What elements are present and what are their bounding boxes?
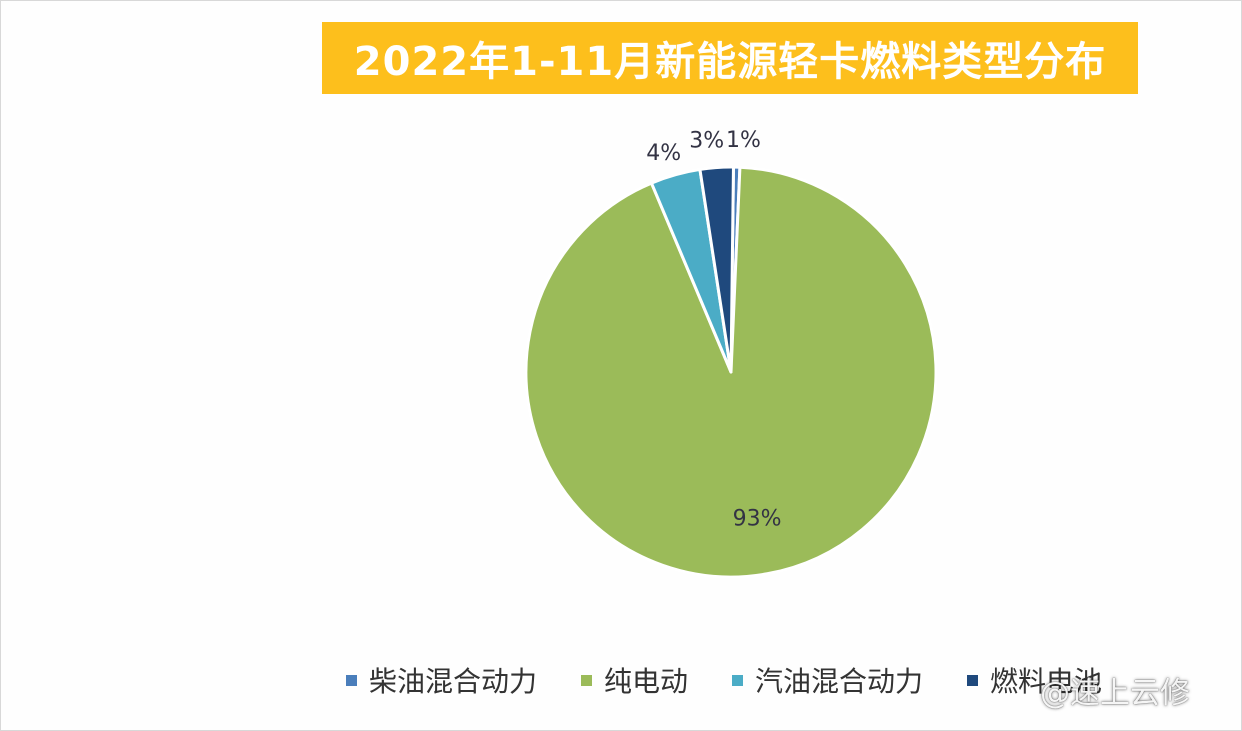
- legend-swatch: [346, 674, 357, 686]
- legend-label: 汽油混合动力: [755, 665, 924, 698]
- pie-data-labels: 1% 93% 4% 3%: [646, 128, 781, 531]
- data-label-pure-electric: 93%: [733, 506, 782, 531]
- watermark: @速上云修: [1040, 676, 1190, 711]
- legend-item-fuel-cell: 燃料电池: [967, 660, 1102, 700]
- legend-item-gasoline-hybrid: 汽油混合动力: [732, 660, 923, 700]
- legend-label: 燃料电池: [990, 665, 1103, 698]
- legend-label: 纯电动: [604, 665, 689, 698]
- chart-title-banner: 2022年1-11月新能源轻卡燃料类型分布: [322, 22, 1138, 94]
- legend-swatch: [967, 674, 979, 686]
- legend-label: 柴油混合动力: [369, 665, 538, 698]
- chart-title: 2022年1-11月新能源轻卡燃料类型分布: [353, 39, 1107, 85]
- data-label-fuel-cell: 3%: [689, 129, 724, 154]
- data-label-diesel-hybrid: 1%: [726, 128, 761, 153]
- legend-swatch: [732, 674, 744, 686]
- legend-swatch: [581, 674, 593, 686]
- data-label-gasoline-hybrid: 4%: [646, 141, 681, 166]
- legend-item-pure-electric: 纯电动: [581, 660, 688, 700]
- pie-slices: [524, 165, 938, 579]
- chart-legend: 柴油混合动力 纯电动 汽油混合动力 燃料电池: [346, 658, 1146, 702]
- pie-slice-fuel-cell: [698, 165, 735, 374]
- legend-item-diesel-hybrid: 柴油混合动力: [346, 660, 537, 700]
